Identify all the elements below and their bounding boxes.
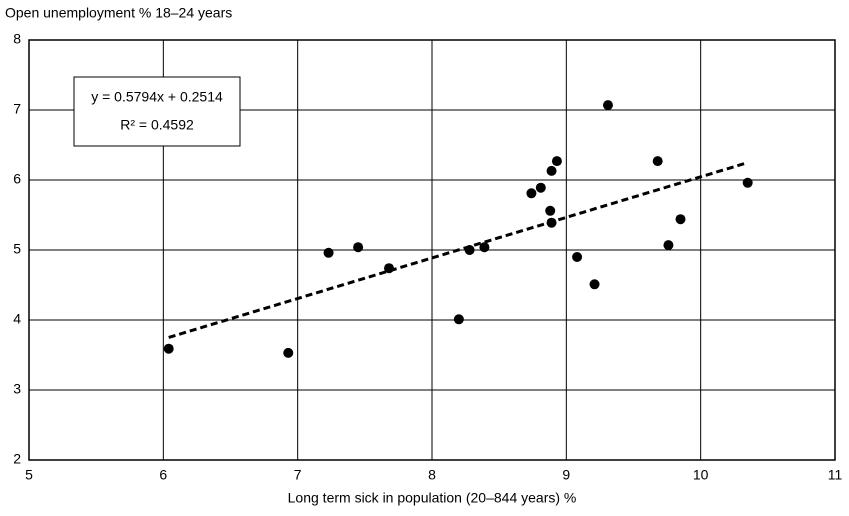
x-axis-title: Long term sick in population (20–844 yea… — [288, 490, 577, 506]
point — [602, 100, 613, 111]
x-tick-label: 9 — [562, 467, 570, 483]
x-tick-label: 7 — [294, 467, 302, 483]
point — [453, 314, 464, 325]
trendline — [168, 161, 749, 339]
point — [589, 279, 600, 290]
point — [545, 205, 556, 216]
point — [353, 242, 364, 253]
y-tick-label: 3 — [13, 381, 21, 397]
point — [535, 182, 546, 193]
y-tick-label: 2 — [13, 451, 21, 467]
point — [551, 156, 562, 167]
y-tick-label: 7 — [13, 101, 21, 117]
point — [479, 242, 490, 253]
x-tick-label: 6 — [159, 467, 167, 483]
point — [675, 214, 686, 225]
point — [742, 177, 753, 188]
y-tick-label: 8 — [13, 31, 21, 47]
point — [572, 252, 583, 262]
point — [283, 347, 294, 358]
x-tick-label: 10 — [693, 467, 709, 483]
point — [163, 343, 174, 354]
point — [663, 240, 674, 251]
point — [546, 165, 557, 176]
y-axis-title: Open unemployment % 18–24 years — [5, 5, 232, 21]
point — [652, 156, 663, 167]
equation-box — [73, 76, 241, 147]
y-tick-label: 4 — [13, 311, 21, 327]
x-tick-label: 8 — [428, 467, 436, 483]
point — [323, 247, 334, 258]
x-tick-label: 11 — [828, 467, 843, 483]
y-tick-label: 6 — [13, 171, 21, 187]
r-squared: R² = 0.4592 — [120, 117, 194, 133]
point — [526, 188, 537, 199]
x-tick-label: 5 — [25, 467, 33, 483]
plot-frame — [28, 39, 836, 461]
equation: y = 0.5794x + 0.2514 — [91, 89, 223, 105]
y-tick-label: 5 — [13, 241, 21, 257]
